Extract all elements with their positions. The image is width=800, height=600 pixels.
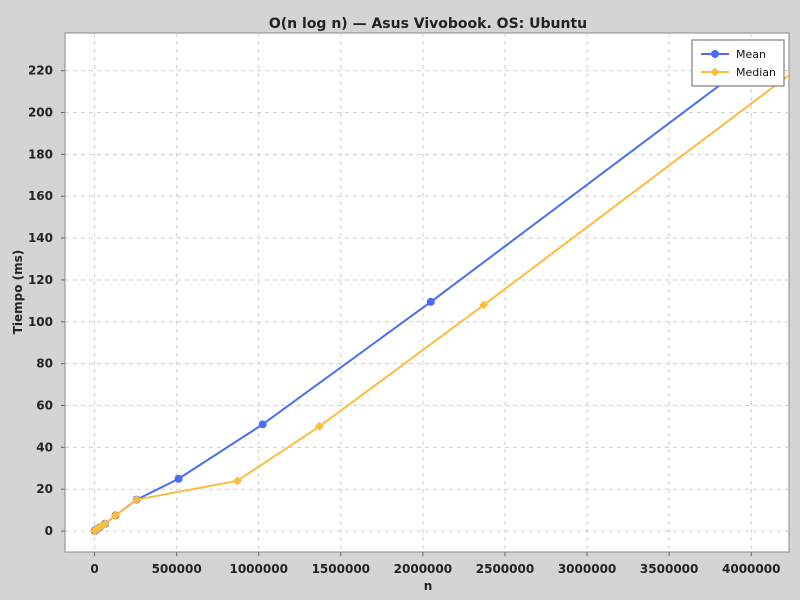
- x-tick-label: 3000000: [558, 562, 616, 576]
- legend: Mean Median: [691, 39, 785, 87]
- y-tick-label: 60: [36, 399, 53, 413]
- y-tick-label: 0: [45, 524, 53, 538]
- legend-mean-marker: [711, 50, 719, 58]
- x-tick-label: 500000: [152, 562, 202, 576]
- grid: [65, 33, 789, 552]
- x-tick-label: 3500000: [640, 562, 698, 576]
- legend-mean-label: Mean: [736, 48, 766, 61]
- data-point-median: [479, 300, 489, 310]
- data-point-mean: [174, 474, 183, 483]
- series-median: [90, 71, 789, 536]
- chart-title: O(n log n) — Asus Vivobook. OS: Ubuntu: [269, 16, 587, 32]
- x-tick-label: 1500000: [312, 562, 370, 576]
- x-axis-ticks: 0 500000 1000000 1500000 2000000 2500000 30000…: [90, 552, 780, 576]
- data-point-mean: [426, 297, 435, 306]
- legend-median-label: Median: [736, 66, 776, 79]
- data-point-median: [100, 519, 110, 529]
- y-tick-label: 140: [28, 231, 53, 245]
- y-axis-ticks: 0 20 40 60 80 100 120 140 160 180 200 220: [28, 64, 65, 538]
- x-axis-label: n: [424, 579, 433, 593]
- x-tick-label: 0: [90, 562, 98, 576]
- x-tick-label: 2500000: [476, 562, 534, 576]
- y-tick-label: 40: [36, 440, 53, 454]
- y-tick-label: 200: [28, 106, 53, 120]
- y-tick-label: 180: [28, 147, 53, 161]
- data-point-median: [132, 495, 142, 505]
- data-point-mean: [258, 420, 267, 429]
- x-tick-label: 4000000: [722, 562, 780, 576]
- plot-area: [64, 32, 790, 553]
- data-point-median: [314, 421, 324, 431]
- y-tick-label: 220: [28, 64, 53, 78]
- x-tick-label: 2000000: [394, 562, 452, 576]
- y-axis-label: Tiempo (ms): [11, 250, 25, 335]
- x-tick-label: 1000000: [229, 562, 287, 576]
- data-point-median: [111, 510, 121, 520]
- y-tick-label: 100: [28, 315, 53, 329]
- data-point-median: [232, 476, 242, 486]
- legend-median-marker: [710, 67, 720, 77]
- y-tick-label: 120: [28, 273, 53, 287]
- legend-box: [691, 39, 785, 87]
- data-point-median: [787, 71, 789, 74]
- y-tick-label: 160: [28, 189, 53, 203]
- y-tick-label: 20: [36, 482, 53, 496]
- y-tick-label: 80: [36, 357, 53, 371]
